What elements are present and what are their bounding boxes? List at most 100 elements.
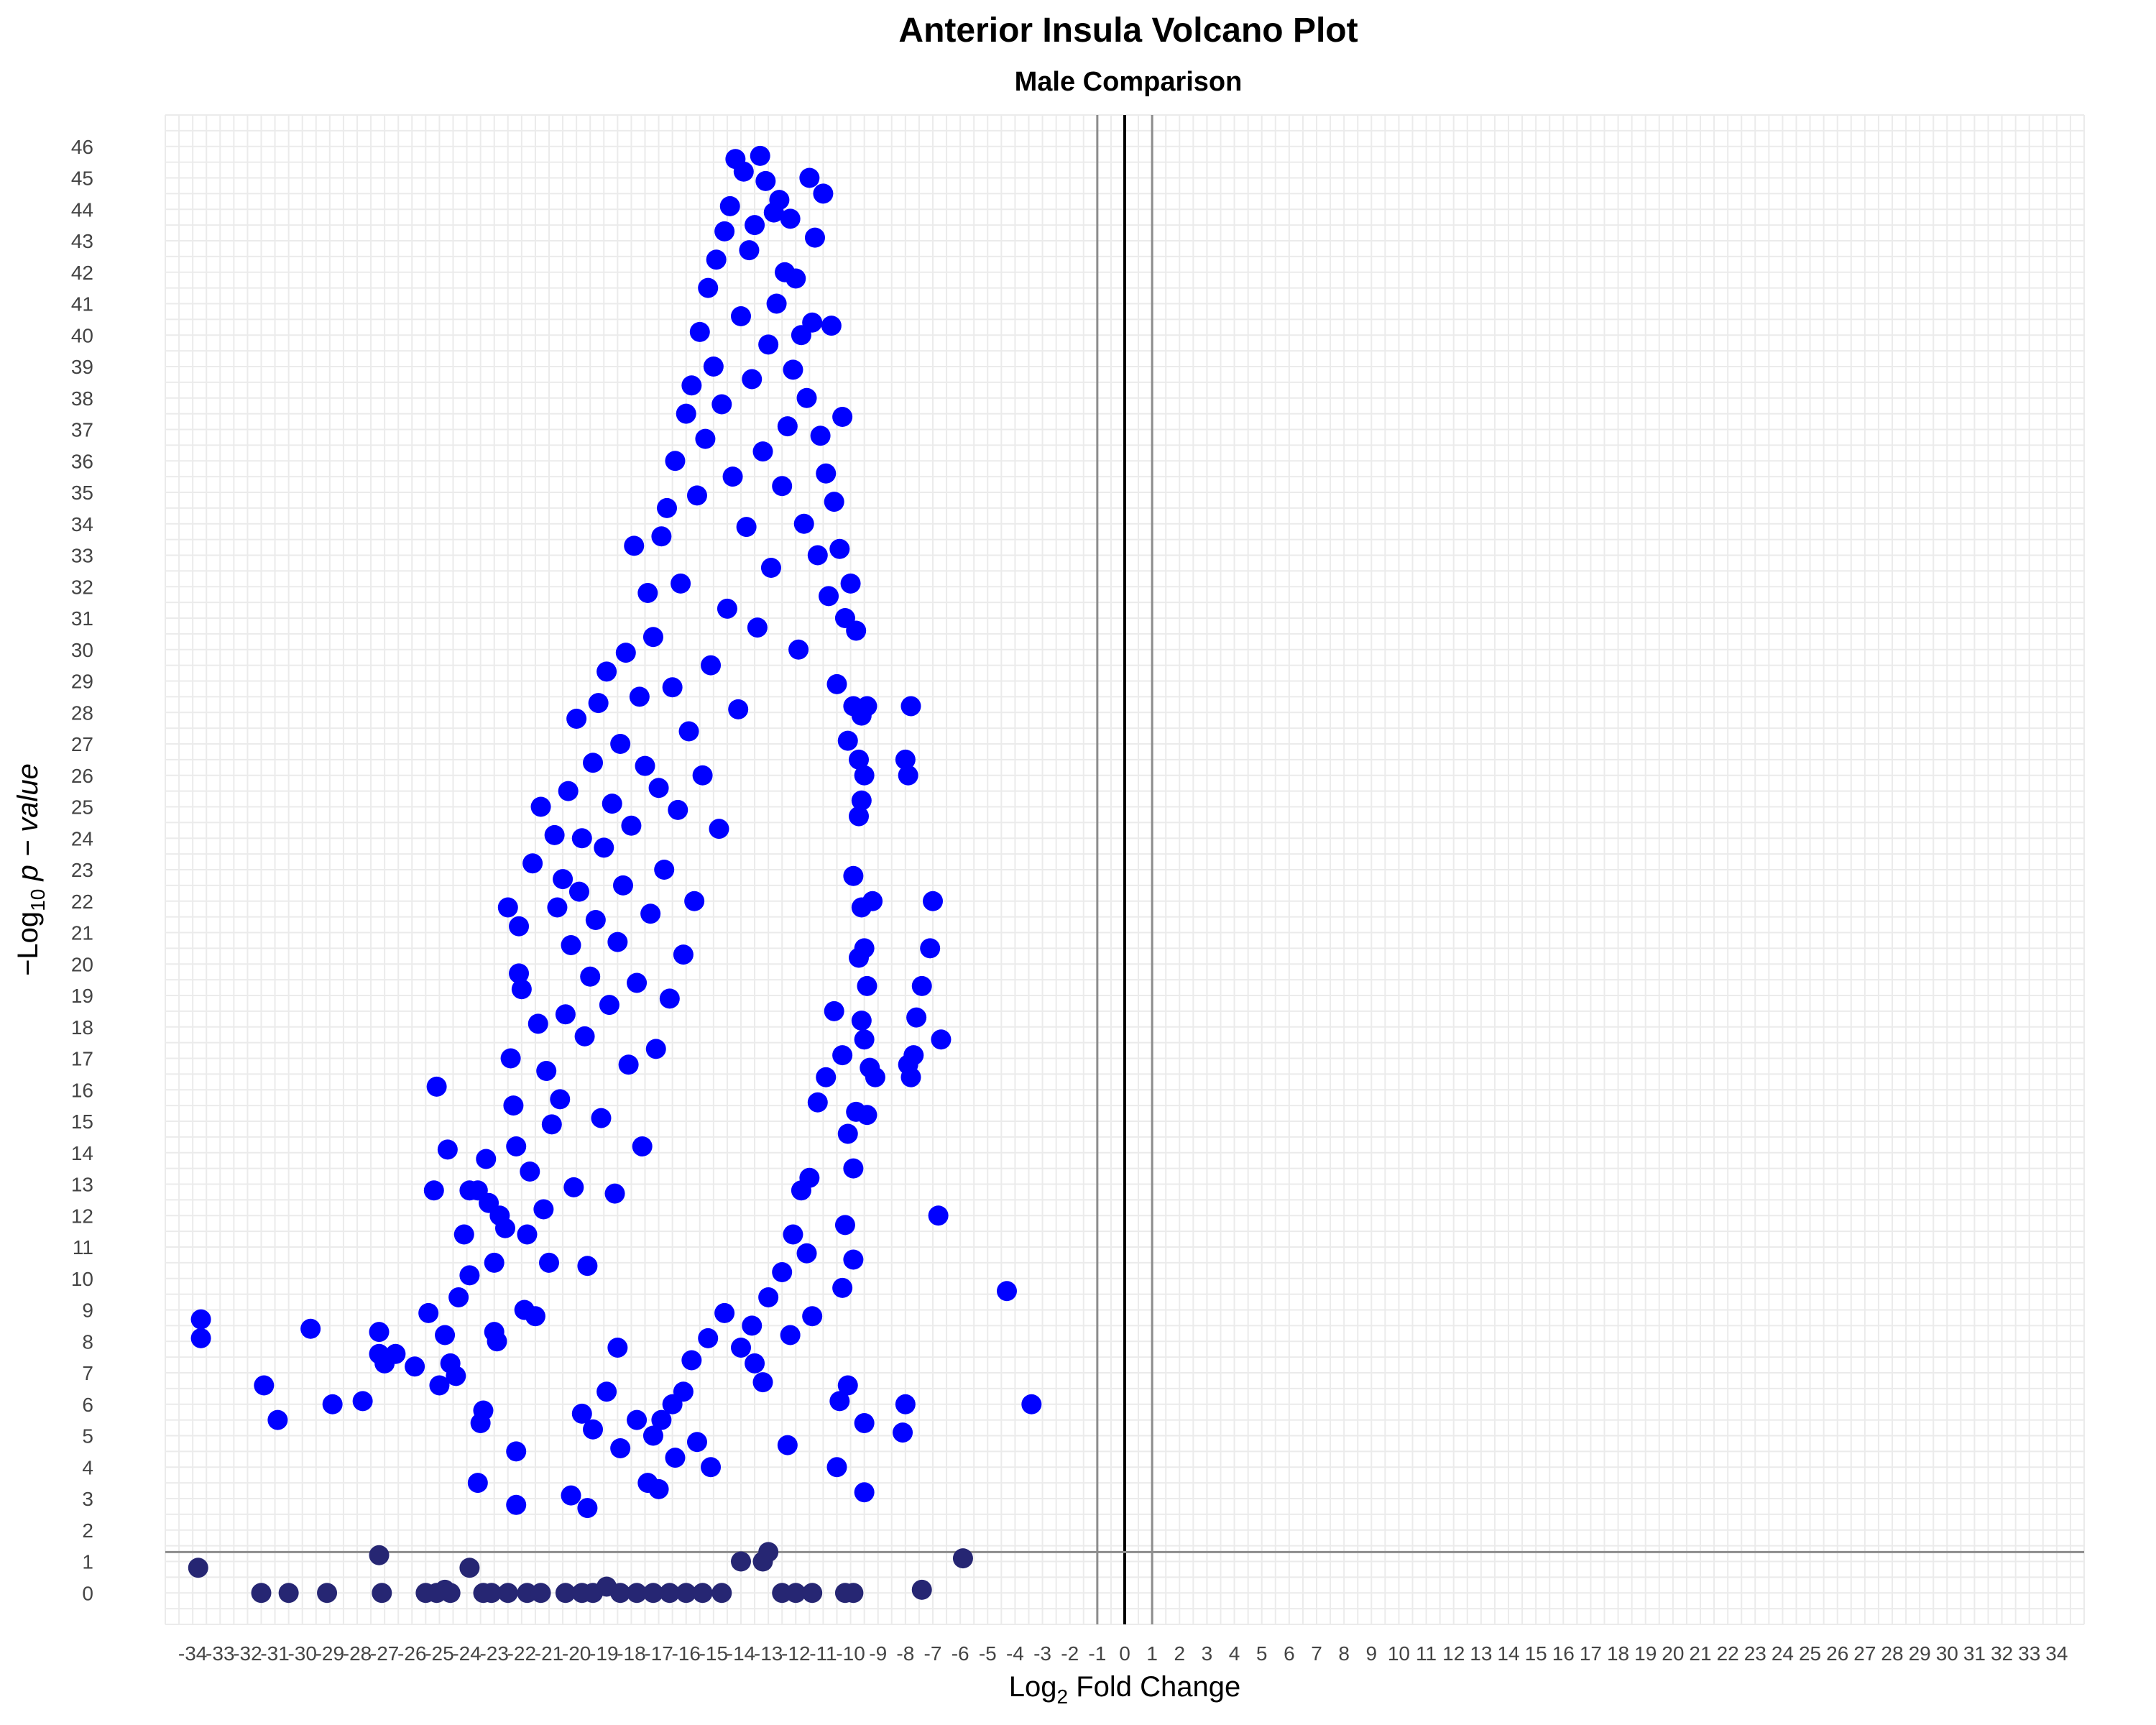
y-tick-label: 19 xyxy=(71,985,93,1007)
point-significant xyxy=(627,972,648,993)
point-significant xyxy=(826,1457,847,1478)
x-axis-label-main: Log xyxy=(1009,1671,1057,1703)
point-not-significant xyxy=(251,1583,272,1604)
point-significant xyxy=(731,1338,751,1358)
point-significant xyxy=(583,1419,604,1440)
y-tick-label: 3 xyxy=(82,1488,93,1510)
point-not-significant xyxy=(642,1583,663,1604)
y-tick-label: 6 xyxy=(82,1394,93,1416)
point-significant xyxy=(190,1309,211,1330)
x-tick-label: -6 xyxy=(952,1642,969,1665)
point-significant xyxy=(659,988,680,1009)
point-not-significant xyxy=(659,1583,680,1604)
point-significant xyxy=(849,806,870,827)
y-tick-label: 26 xyxy=(71,765,93,787)
y-tick-label: 45 xyxy=(71,167,93,190)
point-significant xyxy=(780,1325,801,1346)
point-not-significant xyxy=(555,1583,576,1604)
point-significant xyxy=(555,1004,576,1025)
point-not-significant xyxy=(481,1583,502,1604)
x-tick-label: -27 xyxy=(370,1642,399,1665)
y-tick-label: 14 xyxy=(71,1142,93,1164)
y-tick-label: 8 xyxy=(82,1330,93,1353)
y-tick-label: 9 xyxy=(82,1300,93,1322)
point-significant xyxy=(906,1007,927,1028)
x-tick-label: 9 xyxy=(1365,1642,1377,1665)
point-significant xyxy=(588,693,609,714)
x-tick-label: -23 xyxy=(479,1642,508,1665)
x-tick-label: -29 xyxy=(315,1642,344,1665)
x-tick-label: 29 xyxy=(1909,1642,1931,1665)
point-significant xyxy=(898,765,918,786)
point-significant xyxy=(813,183,834,204)
point-significant xyxy=(796,387,817,408)
point-significant xyxy=(467,1473,488,1494)
x-tick-label: 20 xyxy=(1662,1642,1684,1665)
y-tick-label: 38 xyxy=(71,387,93,410)
y-tick-label: 34 xyxy=(71,513,93,535)
point-significant xyxy=(190,1328,211,1348)
x-tick-label: 23 xyxy=(1744,1642,1766,1665)
point-significant xyxy=(615,643,636,663)
point-significant xyxy=(676,403,696,424)
point-significant xyxy=(536,1061,557,1081)
y-tick-label: 2 xyxy=(82,1519,93,1542)
chart-title: Anterior Insula Volcano Plot xyxy=(898,12,1358,50)
point-significant xyxy=(893,1422,913,1443)
point-not-significant xyxy=(372,1583,392,1604)
y-tick-label: 35 xyxy=(71,482,93,504)
x-tick-label: 17 xyxy=(1580,1642,1602,1665)
point-significant xyxy=(254,1375,275,1396)
point-significant xyxy=(755,170,776,191)
point-significant xyxy=(604,1183,625,1204)
point-significant xyxy=(760,558,781,578)
point-significant xyxy=(832,1045,853,1066)
x-tick-label: -28 xyxy=(343,1642,372,1665)
point-significant xyxy=(509,963,530,984)
point-significant xyxy=(665,1448,686,1468)
point-significant xyxy=(780,208,801,229)
y-tick-label: 21 xyxy=(71,922,93,944)
x-tick-label: -26 xyxy=(397,1642,426,1665)
point-significant xyxy=(267,1409,288,1430)
x-tick-label: -7 xyxy=(924,1642,942,1665)
point-significant xyxy=(561,1485,581,1506)
point-significant xyxy=(511,979,532,1000)
point-significant xyxy=(722,466,743,487)
point-significant xyxy=(577,1498,598,1519)
x-tick-label: 2 xyxy=(1174,1642,1185,1665)
point-significant xyxy=(865,1067,885,1087)
point-significant xyxy=(829,538,850,559)
data-points xyxy=(188,145,1042,1604)
point-significant xyxy=(816,463,837,484)
x-tick-label: -31 xyxy=(260,1642,289,1665)
y-tick-label: 15 xyxy=(71,1110,93,1133)
point-not-significant xyxy=(440,1583,461,1604)
point-significant xyxy=(648,778,669,799)
point-significant xyxy=(851,790,872,811)
point-significant xyxy=(698,1328,719,1348)
point-significant xyxy=(1021,1394,1042,1414)
y-tick-label: 40 xyxy=(71,324,93,346)
point-significant xyxy=(857,975,877,996)
chart-subtitle: Male Comparison xyxy=(1015,67,1243,97)
point-significant xyxy=(602,794,622,814)
y-tick-label: 1 xyxy=(82,1551,93,1573)
point-significant xyxy=(750,145,770,166)
x-tick-label: -15 xyxy=(699,1642,728,1665)
point-not-significant xyxy=(692,1583,713,1604)
y-tick-label: 17 xyxy=(71,1048,93,1070)
point-significant xyxy=(571,828,592,849)
x-tick-label: 14 xyxy=(1497,1642,1519,1665)
point-significant xyxy=(719,196,740,216)
y-tick-label: 33 xyxy=(71,545,93,567)
point-significant xyxy=(594,837,614,858)
point-significant xyxy=(580,966,601,987)
point-significant xyxy=(731,306,751,326)
y-tick-label: 16 xyxy=(71,1079,93,1101)
point-significant xyxy=(506,1494,527,1515)
x-tick-label: 11 xyxy=(1416,1642,1437,1665)
y-axis-label-prefix: −Log xyxy=(12,911,44,976)
point-significant xyxy=(900,696,921,717)
point-significant xyxy=(895,1394,916,1414)
